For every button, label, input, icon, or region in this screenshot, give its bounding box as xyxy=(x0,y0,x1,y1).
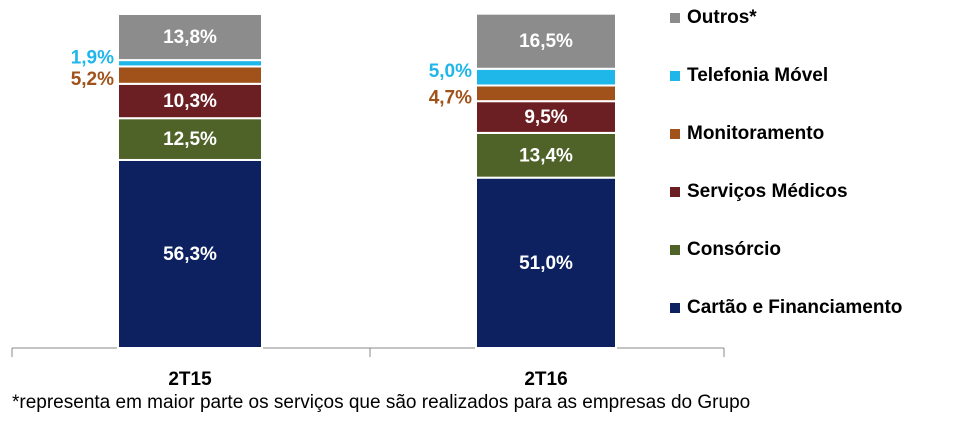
legend-label: Outros* xyxy=(687,7,757,28)
legend-swatch xyxy=(670,13,680,23)
legend-label: Serviços Médicos xyxy=(687,181,848,202)
data-label: 13,8% xyxy=(163,27,217,48)
data-label: 13,4% xyxy=(519,145,573,166)
data-label: 5,0% xyxy=(429,61,472,82)
chart: 2T15 56,3% 12,5% 10,3% 5,2%1,9% 13,8% 2T16 51,0… xyxy=(11,7,902,390)
legend-label: Telefonia Móvel xyxy=(687,65,828,86)
legend-label: Cartão e Financiamento xyxy=(687,297,902,318)
data-label: 5,2% xyxy=(71,69,114,90)
bar-segment xyxy=(475,131,617,179)
legend-swatch xyxy=(670,187,680,197)
bar-segment xyxy=(117,158,263,349)
bar-segment xyxy=(117,65,263,85)
legend-swatch xyxy=(670,71,680,81)
legend-label: Monitoramento xyxy=(687,123,824,144)
bar-segment xyxy=(117,13,263,62)
bar-segment xyxy=(475,176,617,349)
data-label: 16,5% xyxy=(519,31,573,52)
data-label: 9,5% xyxy=(524,107,567,128)
bar-segment xyxy=(475,84,617,103)
x-tick-label: 2T15 xyxy=(168,369,212,390)
bar-segment xyxy=(475,12,617,70)
bar-segment xyxy=(475,67,617,87)
legend-swatch xyxy=(670,245,680,255)
legend-label: Consórcio xyxy=(687,239,781,260)
data-label: 1,9% xyxy=(71,47,114,68)
data-label: 10,3% xyxy=(163,91,217,112)
legend-swatch xyxy=(670,303,680,313)
data-label: 12,5% xyxy=(163,129,217,150)
footnote: *representa em maior parte os serviços q… xyxy=(12,392,751,413)
bar-segment xyxy=(475,100,617,134)
data-label: 51,0% xyxy=(519,253,573,274)
x-tick-label: 2T16 xyxy=(524,369,567,390)
data-label: 4,7% xyxy=(429,87,472,108)
data-label: 56,3% xyxy=(163,244,217,265)
bar-segment xyxy=(117,117,263,161)
legend-swatch xyxy=(670,129,680,139)
